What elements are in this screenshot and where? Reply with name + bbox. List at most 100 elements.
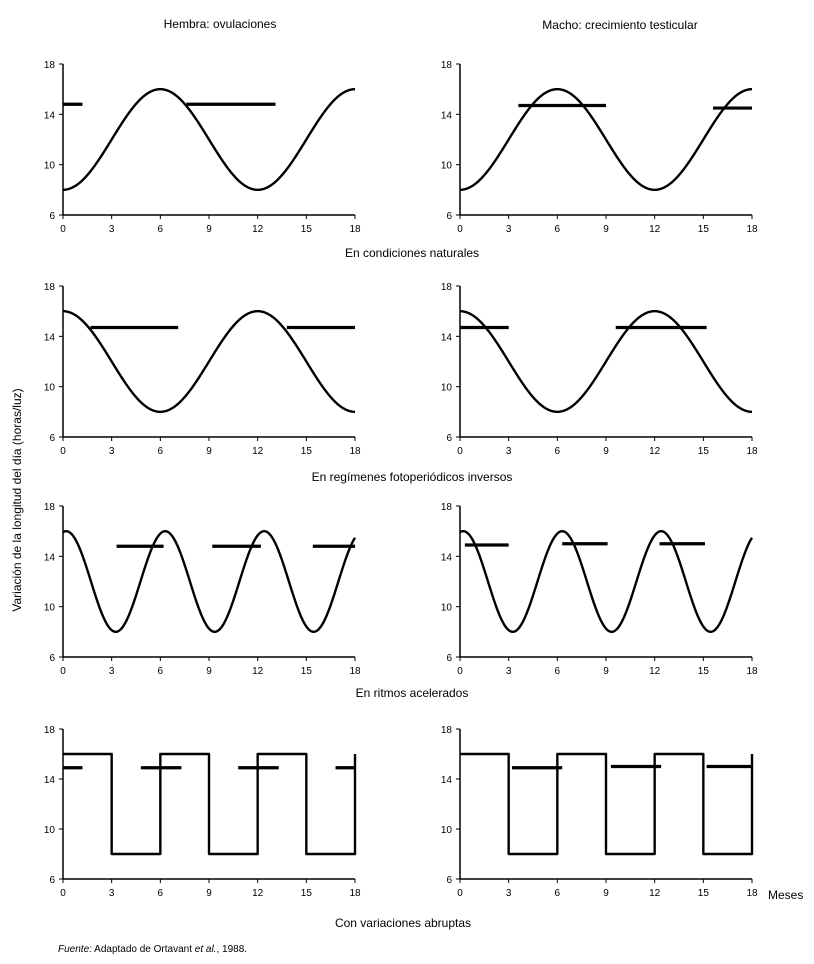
panel-3-1: 6 10 14 18 0 3 6 9 12 15 18 (441, 725, 758, 899)
condition-label-natural: En condiciones naturales (345, 246, 479, 260)
x-tick-label: 18 (349, 224, 361, 235)
x-tick-label: 18 (349, 666, 361, 677)
source-note: Fuente: Adaptado de Ortavant et al., 198… (58, 944, 247, 955)
y-tick-label: 18 (441, 502, 453, 513)
x-tick-label: 9 (206, 446, 212, 457)
y-tick-label: 6 (446, 875, 452, 886)
x-tick-label: 18 (349, 446, 361, 457)
x-tick-label: 3 (109, 224, 115, 235)
x-tick-label: 9 (603, 224, 609, 235)
y-tick-label: 14 (44, 775, 56, 786)
x-tick-label: 15 (698, 888, 710, 899)
photoperiod-curve (63, 754, 355, 854)
y-tick-label: 6 (49, 211, 55, 222)
x-tick-label: 3 (109, 888, 115, 899)
source-text: Adaptado de Ortavant (92, 944, 195, 955)
y-tick-label: 10 (44, 825, 56, 836)
y-tick-label: 6 (49, 433, 55, 444)
x-tick-label: 6 (158, 666, 164, 677)
x-tick-label: 0 (60, 224, 66, 235)
panel-3-0: 6 10 14 18 0 3 6 9 12 15 18 (44, 725, 361, 899)
x-tick-label: 9 (603, 446, 609, 457)
x-tick-label: 6 (158, 446, 164, 457)
x-tick-label: 3 (109, 666, 115, 677)
y-tick-label: 10 (441, 383, 453, 394)
y-tick-label: 6 (49, 875, 55, 886)
x-tick-label: 12 (252, 446, 264, 457)
x-tick-label: 6 (555, 666, 561, 677)
x-tick-label: 3 (506, 888, 512, 899)
panel-0-1: 6 10 14 18 0 3 6 9 12 15 18 (441, 60, 758, 235)
y-tick-label: 18 (44, 725, 56, 736)
panel-2-1: 6 10 14 18 0 3 6 9 12 15 18 (441, 502, 758, 677)
y-tick-label: 14 (441, 552, 453, 563)
y-tick-label: 18 (441, 60, 453, 71)
y-tick-label: 14 (441, 110, 453, 121)
y-tick-label: 18 (44, 502, 56, 513)
x-tick-label: 12 (649, 224, 661, 235)
x-tick-label: 0 (60, 666, 66, 677)
x-tick-label: 18 (349, 888, 361, 899)
condition-label-abrupt: Con variaciones abruptas (335, 916, 471, 930)
panel-0-0: 6 10 14 18 0 3 6 9 12 15 18 (44, 60, 361, 235)
y-tick-label: 18 (44, 282, 56, 293)
x-tick-label: 12 (649, 666, 661, 677)
x-tick-label: 3 (109, 446, 115, 457)
column-title-female: Hembra: ovulaciones (164, 17, 277, 31)
y-tick-label: 18 (44, 60, 56, 71)
panel-1-1: 6 10 14 18 0 3 6 9 12 15 18 (441, 282, 758, 457)
x-tick-label: 0 (457, 888, 463, 899)
x-tick-label: 6 (555, 446, 561, 457)
x-tick-label: 6 (158, 224, 164, 235)
x-tick-label: 0 (60, 888, 66, 899)
panel-2-0: 6 10 14 18 0 3 6 9 12 15 18 (44, 502, 361, 677)
x-tick-label: 15 (698, 224, 710, 235)
x-tick-label: 9 (206, 666, 212, 677)
source-prefix: Fuente: (58, 944, 92, 955)
source-year: , 1988. (216, 944, 247, 955)
x-tick-label: 12 (252, 224, 264, 235)
x-tick-label: 9 (603, 666, 609, 677)
y-tick-label: 14 (441, 332, 453, 343)
x-tick-label: 12 (649, 446, 661, 457)
x-axis-unit-label: Meses (768, 888, 803, 902)
y-tick-label: 14 (441, 775, 453, 786)
x-tick-label: 18 (746, 446, 758, 457)
panel-1-0: 6 10 14 18 0 3 6 9 12 15 18 (44, 282, 361, 457)
y-tick-label: 6 (446, 653, 452, 664)
x-tick-label: 12 (649, 888, 661, 899)
y-tick-label: 6 (446, 211, 452, 222)
x-tick-label: 3 (506, 446, 512, 457)
x-tick-label: 0 (457, 666, 463, 677)
source-etal: et al. (195, 944, 217, 955)
y-tick-label: 14 (44, 332, 56, 343)
x-tick-label: 15 (698, 446, 710, 457)
photoperiod-curve (63, 531, 355, 632)
y-tick-label: 10 (44, 161, 56, 172)
x-tick-label: 9 (206, 888, 212, 899)
x-tick-label: 15 (301, 888, 313, 899)
x-tick-label: 0 (457, 224, 463, 235)
x-tick-label: 3 (506, 224, 512, 235)
x-tick-label: 15 (698, 666, 710, 677)
y-axis-label: Variación de la longitud del día (horas/… (10, 388, 24, 611)
x-tick-label: 0 (60, 446, 66, 457)
y-tick-label: 6 (49, 653, 55, 664)
x-tick-label: 3 (506, 666, 512, 677)
x-tick-label: 6 (555, 224, 561, 235)
y-tick-label: 18 (441, 282, 453, 293)
y-tick-label: 10 (441, 825, 453, 836)
x-tick-label: 15 (301, 446, 313, 457)
x-tick-label: 12 (252, 888, 264, 899)
y-tick-label: 10 (441, 603, 453, 614)
x-tick-label: 6 (158, 888, 164, 899)
photoperiod-curve (460, 754, 752, 854)
x-tick-label: 0 (457, 446, 463, 457)
y-tick-label: 6 (446, 433, 452, 444)
y-tick-label: 18 (441, 725, 453, 736)
y-tick-label: 10 (44, 383, 56, 394)
y-tick-label: 14 (44, 552, 56, 563)
y-tick-label: 10 (44, 603, 56, 614)
x-tick-label: 15 (301, 224, 313, 235)
